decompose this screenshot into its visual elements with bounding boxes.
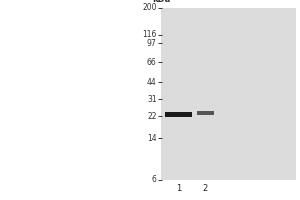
Text: 31: 31 xyxy=(147,95,157,104)
Bar xyxy=(165,112,192,117)
Text: 6: 6 xyxy=(152,176,157,184)
Text: 44: 44 xyxy=(147,78,157,87)
Text: 2: 2 xyxy=(203,184,208,193)
Bar xyxy=(160,8,296,180)
Text: 97: 97 xyxy=(147,39,157,48)
Text: 200: 200 xyxy=(142,3,157,12)
Text: 116: 116 xyxy=(142,30,157,39)
Bar xyxy=(197,111,214,115)
Text: 1: 1 xyxy=(176,184,181,193)
Text: kDa: kDa xyxy=(152,0,170,4)
Text: 66: 66 xyxy=(147,58,157,67)
Text: 14: 14 xyxy=(147,134,157,143)
Text: 22: 22 xyxy=(147,112,157,121)
